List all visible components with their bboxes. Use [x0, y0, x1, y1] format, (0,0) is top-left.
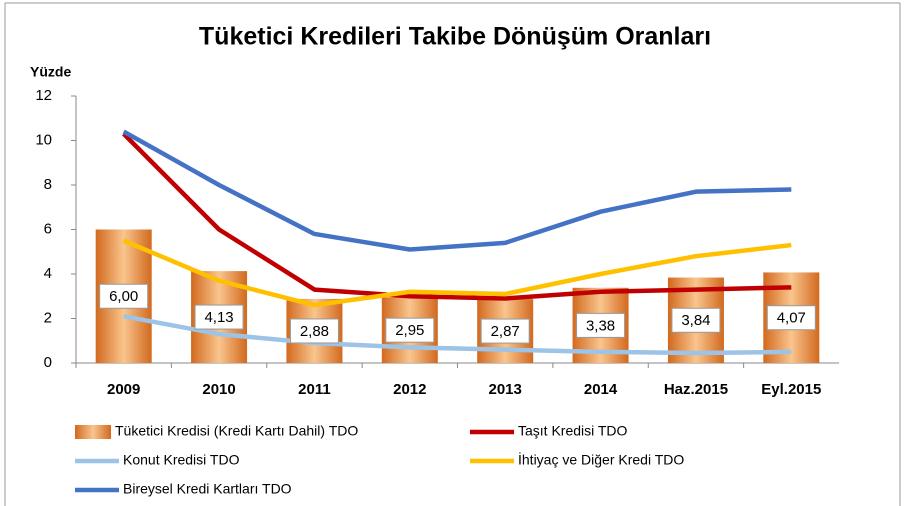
data-label-box: [671, 307, 721, 333]
x-tick-label: 2013: [489, 381, 522, 398]
data-label-box: [766, 305, 816, 331]
chart-title: Tüketici Kredileri Takibe Dönüşüm Oranla…: [199, 23, 711, 51]
x-tick-label: Haz.2015: [664, 381, 728, 398]
y-tick-label: 8: [44, 176, 52, 193]
x-tick-label: 2009: [107, 381, 140, 398]
data-label-box: [289, 318, 339, 344]
line-series: [122, 129, 792, 252]
legend-label: Konut Kredisi TDO: [123, 452, 240, 468]
x-tick-label: 2012: [393, 381, 426, 398]
y-tick-label: 0: [44, 354, 52, 371]
y-axis-label: Yüzde: [30, 64, 71, 80]
legend-label: Bireysel Kredi Kartları TDO: [123, 481, 292, 497]
y-tick-label: 6: [44, 220, 52, 237]
legend-label: İhtiyaç ve Diğer Kredi TDO: [518, 451, 684, 468]
data-label: 2,95: [395, 322, 424, 339]
x-tick-label: 2014: [584, 381, 618, 398]
legend-label: Tüketici Kredisi (Kredi Kartı Dahil) TDO: [115, 423, 358, 439]
y-tick-label: 10: [35, 131, 52, 148]
y-tick-label: 4: [44, 265, 52, 282]
data-label: 6,00: [109, 288, 138, 305]
data-label: 2,88: [300, 323, 329, 340]
data-label: 4,07: [777, 310, 806, 327]
x-tick-label: 2010: [202, 381, 235, 398]
x-tick-label: Eyl.2015: [761, 381, 821, 398]
line-series: [122, 132, 792, 301]
data-label-box: [576, 312, 626, 338]
data-label: 2,87: [491, 323, 520, 340]
data-label: 3,84: [681, 312, 710, 329]
data-label-box: [99, 283, 149, 309]
legend-label: Taşıt Kredisi TDO: [518, 423, 628, 439]
data-label-box: [194, 304, 244, 330]
data-label: 3,38: [586, 317, 615, 334]
line-series: [122, 238, 792, 308]
line-series: [123, 314, 792, 356]
legend-swatch: [75, 425, 111, 439]
x-tick-label: 2011: [298, 381, 331, 398]
data-label-box: [480, 318, 530, 344]
data-label-box: [385, 317, 435, 343]
y-tick-label: 12: [35, 87, 52, 104]
data-label: 4,13: [204, 309, 233, 326]
y-tick-label: 2: [44, 309, 52, 326]
